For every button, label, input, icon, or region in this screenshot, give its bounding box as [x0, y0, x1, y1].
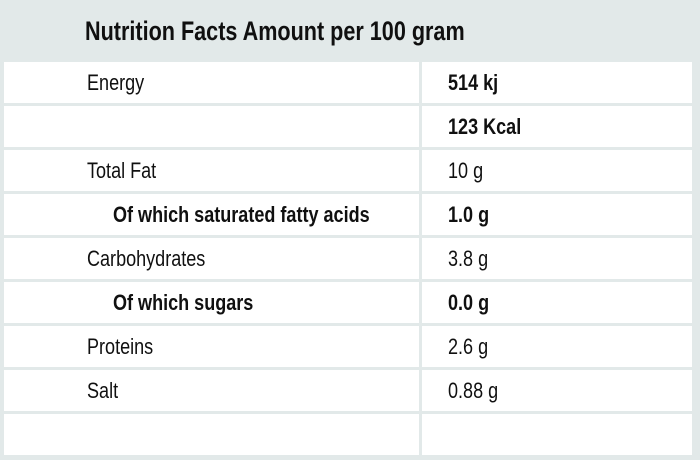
- nutrient-value: 3.8 g: [448, 245, 489, 271]
- nutrient-label-cell: Of which saturated fatty acids: [4, 194, 419, 235]
- nutrient-value-cell: 0.88 g: [422, 370, 692, 411]
- nutrient-value: 0.0 g: [448, 289, 490, 315]
- nutrient-label-cell: Carbohydrates: [4, 238, 419, 279]
- nutrient-label: Energy: [87, 69, 145, 95]
- nutrient-label-cell: Salt: [4, 370, 419, 411]
- nutrient-label: Of which saturated fatty acids: [113, 201, 370, 227]
- table-row-empty: [4, 414, 692, 455]
- table-header: Nutrition Facts Amount per 100 gram: [0, 0, 700, 62]
- table-row-salt: Salt 0.88 g: [4, 370, 692, 411]
- table-row-saturated-fat: Of which saturated fatty acids 1.0 g: [4, 194, 692, 235]
- nutrient-value: 1.0 g: [448, 201, 490, 227]
- nutrient-value: 514 kj: [448, 69, 499, 95]
- nutrient-label-cell: Total Fat: [4, 150, 419, 191]
- nutrient-label: Of which sugars: [113, 289, 254, 315]
- table-row-proteins: Proteins 2.6 g: [4, 326, 692, 367]
- nutrient-value-cell: 514 kj: [422, 62, 692, 103]
- table-row-total-fat: Total Fat 10 g: [4, 150, 692, 191]
- nutrient-value-cell: 0.0 g: [422, 282, 692, 323]
- nutrient-label: Proteins: [87, 333, 154, 359]
- table-row-kcal: 123 Kcal: [4, 106, 692, 147]
- table-row-carbohydrates: Carbohydrates 3.8 g: [4, 238, 692, 279]
- nutrient-label-cell: [4, 106, 419, 147]
- nutrient-label: Carbohydrates: [87, 245, 206, 271]
- nutrient-value-cell: 2.6 g: [422, 326, 692, 367]
- nutrient-value: 2.6 g: [448, 333, 489, 359]
- nutrient-value: 0.88 g: [448, 377, 499, 403]
- nutrient-value-cell: 10 g: [422, 150, 692, 191]
- nutrient-value-cell: 123 Kcal: [422, 106, 692, 147]
- table-row-energy: Energy 514 kj: [4, 62, 692, 103]
- nutrient-value: 10 g: [448, 157, 484, 183]
- nutrient-label-cell: Of which sugars: [4, 282, 419, 323]
- nutrition-facts-table: Energy 514 kj 123 Kcal Total Fat 10 g Of…: [4, 62, 692, 455]
- nutrient-value-cell: 1.0 g: [422, 194, 692, 235]
- nutrient-value-cell: [422, 414, 692, 455]
- nutrient-value: 123 Kcal: [448, 113, 522, 139]
- nutrient-label-cell: Energy: [4, 62, 419, 103]
- nutrient-label-cell: Proteins: [4, 326, 419, 367]
- nutrient-label: Salt: [87, 377, 119, 403]
- nutrient-label: Total Fat: [87, 157, 157, 183]
- page-title: Nutrition Facts Amount per 100 gram: [85, 15, 465, 46]
- nutrient-value-cell: 3.8 g: [422, 238, 692, 279]
- nutrient-label-cell: [4, 414, 419, 455]
- table-row-sugars: Of which sugars 0.0 g: [4, 282, 692, 323]
